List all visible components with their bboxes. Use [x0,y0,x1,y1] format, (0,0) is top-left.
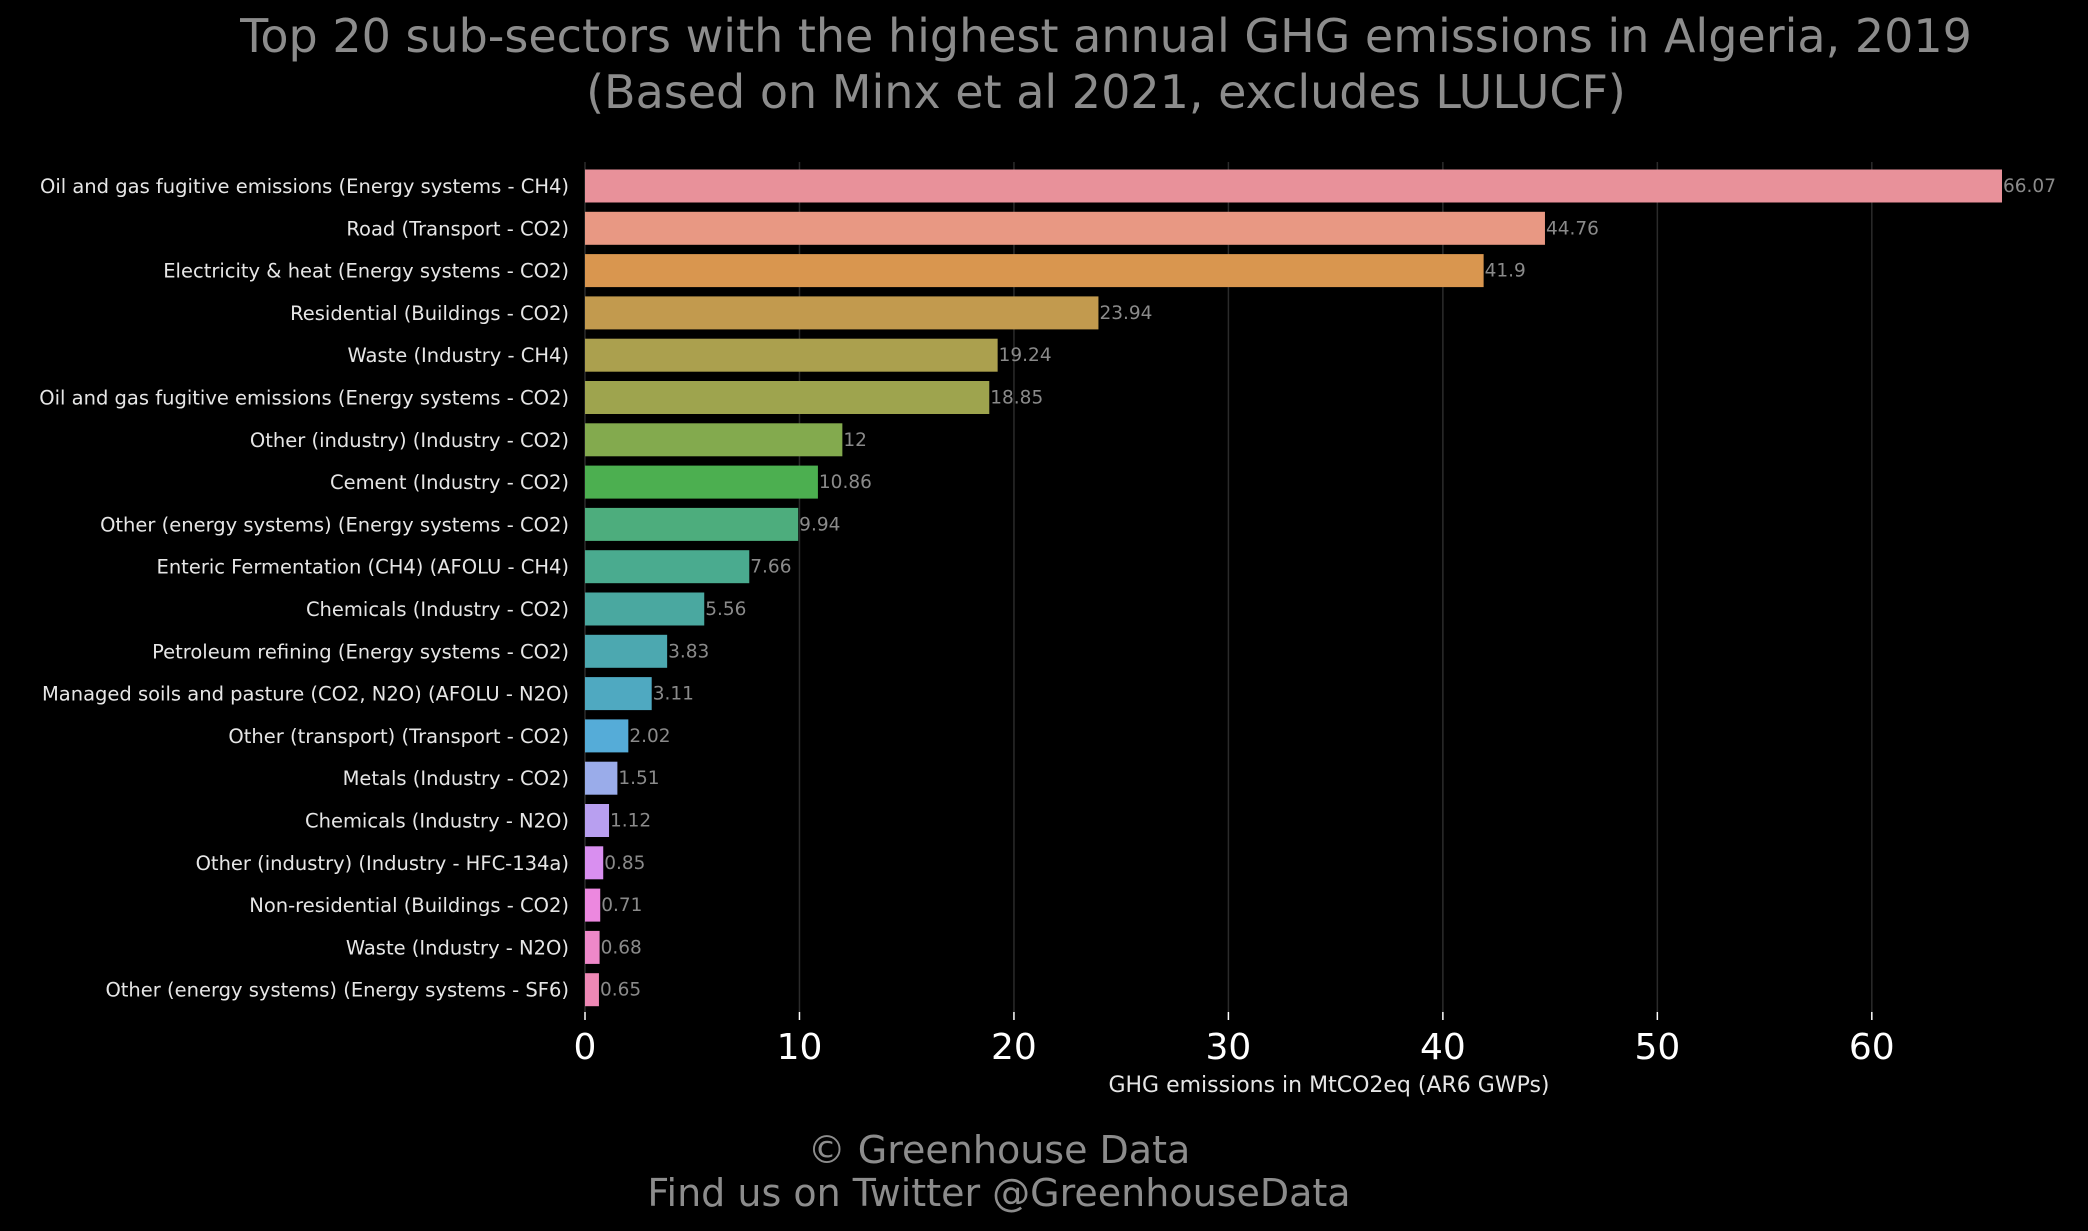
x-tick-label: 40 [1420,1027,1466,1068]
category-label: Waste (Industry - CH4) [347,344,569,367]
category-label: Other (energy systems) (Energy systems -… [100,513,569,536]
bar [585,761,618,795]
category-labels: Oil and gas fugitive emissions (Energy s… [39,175,569,1002]
bar-value-label: 41.9 [1485,261,1526,282]
x-tick-label: 20 [991,1027,1037,1068]
bar-value-label: 2.02 [629,726,670,747]
value-labels: 66.07 44.76 41.9 23.94 19.24 18.85 12 10.86 9.94… [600,176,2056,1001]
gridlines [584,162,1873,1012]
chart-title: Top 20 sub-sectors with the highest annu… [239,9,1972,63]
category-label: Electricity & heat (Energy systems - CO2… [163,260,569,283]
bar [585,930,600,964]
category-label: Road (Transport - CO2) [346,217,569,240]
bar [585,719,629,753]
x-axis-ticks: 0 10 20 30 40 50 60 [574,1012,1895,1068]
bar [585,296,1099,330]
bar-value-label: 0.85 [604,853,645,874]
category-label: Cement (Industry - CO2) [330,471,569,494]
bar-value-label: 66.07 [2003,176,2056,197]
x-tick-label: 50 [1634,1027,1680,1068]
category-label: Oil and gas fugitive emissions (Energy s… [40,175,569,198]
bar-value-label: 1.12 [610,811,651,832]
bar [585,465,818,499]
bar-value-label: 1.51 [618,768,659,789]
category-label: Other (energy systems) (Energy systems -… [105,979,569,1002]
bar-value-label: 0.68 [601,937,642,958]
bar-value-label: 5.56 [705,599,746,620]
bar [585,507,799,541]
category-label: Waste (Industry - N2O) [346,936,569,959]
bar-value-label: 3.11 [653,684,694,705]
bar [585,634,668,668]
bar-value-label: 9.94 [799,514,840,535]
category-label: Petroleum refining (Energy systems - CO2… [152,640,569,663]
category-label: Other (transport) (Transport - CO2) [228,725,569,748]
category-label: Other (industry) (Industry - CO2) [250,429,569,452]
x-tick-label: 60 [1849,1027,1895,1068]
bar-value-label: 10.86 [819,472,872,493]
bar-value-label: 23.94 [1099,303,1152,324]
bar-value-label: 0.65 [600,980,641,1001]
bar-series [585,169,2002,1007]
bar-value-label: 44.76 [1546,218,1599,239]
footer-copyright: © Greenhouse Data [808,1128,1191,1172]
bar-value-label: 19.24 [999,345,1052,366]
bar [585,423,843,457]
bar-value-label: 0.71 [601,895,642,916]
bar [585,254,1484,288]
category-label: Non-residential (Buildings - CO2) [249,894,569,917]
bar-value-label: 7.66 [750,557,791,578]
bar [585,846,604,880]
bar [585,888,601,922]
bar [585,550,750,584]
category-label: Oil and gas fugitive emissions (Energy s… [39,387,569,410]
chart-subtitle: (Based on Minx et al 2021, excludes LULU… [586,65,1626,119]
bar-value-label: 3.83 [668,641,709,662]
category-label: Residential (Buildings - CO2) [290,302,569,325]
category-label: Chemicals (Industry - N2O) [305,810,569,833]
bar [585,381,990,414]
bar [585,211,1545,245]
x-axis-title: GHG emissions in MtCO2eq (AR6 GWPs) [1108,1073,1549,1098]
bar [585,677,652,711]
category-label: Managed soils and pasture (CO2, N2O) (AF… [42,683,569,706]
bar-value-label: 18.85 [990,388,1043,409]
bar [585,338,998,372]
bar [585,592,705,626]
x-tick-label: 0 [574,1027,597,1068]
category-label: Metals (Industry - CO2) [343,767,569,790]
category-label: Enteric Fermentation (CH4) (AFOLU - CH4) [157,556,570,579]
category-label: Chemicals (Industry - CO2) [306,598,569,621]
footer-twitter: Find us on Twitter @GreenhouseData [647,1171,1350,1215]
x-tick-label: 30 [1206,1027,1252,1068]
bar [585,169,2002,203]
bar-value-label: 12 [843,430,867,451]
category-label: Other (industry) (Industry - HFC-134a) [196,852,569,875]
x-tick-label: 10 [777,1027,823,1068]
bar [585,973,599,1007]
bar [585,804,610,837]
